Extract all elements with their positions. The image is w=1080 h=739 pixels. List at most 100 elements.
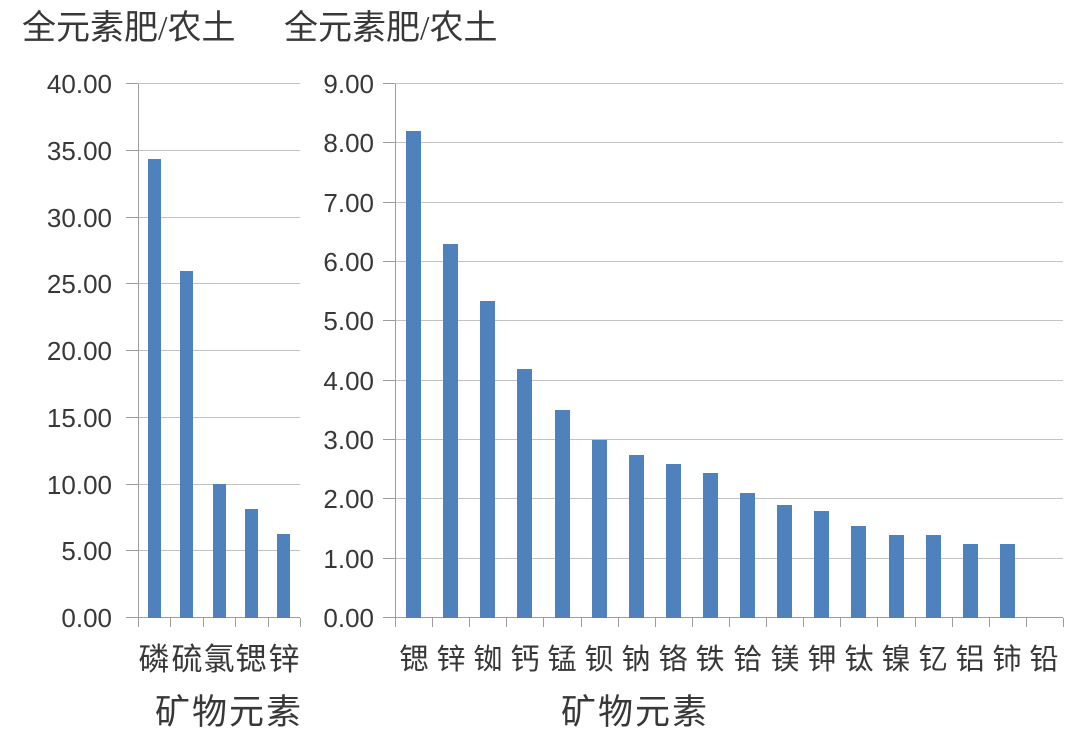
bar-锶 [406, 131, 421, 618]
bar-铈 [1000, 544, 1015, 618]
y-axis-tick-label: 8.00 [323, 128, 374, 158]
y-axis-tick [383, 498, 395, 499]
y-axis-tick-label: 3.00 [323, 425, 374, 455]
y-axis-tick [383, 320, 395, 321]
x-axis-tick [543, 618, 544, 627]
y-axis-tick-label: 1.00 [323, 544, 374, 574]
x-axis-tick [506, 618, 507, 627]
chart-title-right: 全元素肥/农土 [284, 10, 498, 47]
gridline [395, 83, 1063, 84]
y-axis-tick-label: 20.00 [46, 336, 112, 366]
x-axis-category-label: 钾 [807, 644, 837, 676]
x-axis-category-label: 锌 [436, 644, 466, 676]
bar-钇 [926, 535, 941, 618]
y-axis-tick-label: 0.00 [61, 603, 112, 633]
y-axis-tick [383, 261, 395, 262]
x-axis-tick [469, 618, 470, 627]
x-axis-category-label: 铈 [992, 644, 1022, 676]
y-axis-tick-label: 0.00 [323, 603, 374, 633]
gridline [138, 283, 300, 284]
bar-钛 [851, 526, 866, 618]
bar-铝 [963, 544, 978, 618]
y-axis-tick [126, 350, 138, 351]
bar-钠 [629, 455, 644, 618]
x-axis-tick [432, 618, 433, 627]
gridline [395, 558, 1063, 559]
x-axis-category-label: 钠 [621, 644, 651, 676]
x-axis-tick [138, 618, 139, 627]
x-axis-category-label: 钇 [918, 644, 948, 676]
x-axis-tick [803, 618, 804, 627]
x-axis-tick [692, 618, 693, 627]
x-axis-title-left: 矿物元素 [154, 693, 303, 732]
gridline [138, 350, 300, 351]
bar-铷 [480, 301, 495, 618]
y-axis-tick [126, 150, 138, 151]
gridline [395, 142, 1063, 143]
bar-氯 [213, 484, 226, 618]
x-axis-category-label: 钛 [844, 644, 874, 676]
y-axis-tick [383, 142, 395, 143]
y-axis-tick [383, 617, 395, 618]
bar-铬 [666, 464, 681, 618]
y-axis-tick-label: 15.00 [46, 403, 112, 433]
gridline [395, 320, 1063, 321]
x-axis-tick [235, 618, 236, 627]
y-axis-tick [383, 380, 395, 381]
y-axis-tick [126, 417, 138, 418]
bar-锌 [277, 534, 290, 618]
bar-镁 [777, 505, 792, 618]
bar-钡 [592, 440, 607, 618]
y-axis-tick-label: 5.00 [61, 536, 112, 566]
y-axis-tick-label: 10.00 [46, 470, 112, 500]
y-axis-tick [126, 550, 138, 551]
y-axis-tick [383, 83, 395, 84]
y-axis-tick [126, 283, 138, 284]
x-axis-category-label: 硫 [171, 642, 203, 677]
y-axis-tick-label: 35.00 [46, 136, 112, 166]
bar-钾 [814, 511, 829, 618]
y-axis-tick [383, 202, 395, 203]
x-axis-tick [395, 618, 396, 627]
bar-锌 [443, 244, 458, 618]
bar-铪 [740, 493, 755, 618]
x-axis-category-label: 铷 [473, 644, 503, 676]
x-axis-tick [766, 618, 767, 627]
x-axis-category-label: 锌 [268, 642, 300, 677]
x-axis-tick [877, 618, 878, 627]
gridline [138, 217, 300, 218]
y-axis-tick-label: 30.00 [46, 203, 112, 233]
x-axis-category-label: 氯 [203, 642, 235, 677]
bar-锶 [245, 509, 258, 618]
x-axis-tick [268, 618, 269, 627]
gridline [395, 439, 1063, 440]
x-axis-tick [655, 618, 656, 627]
bar-磷 [148, 159, 161, 618]
x-axis-category-label: 锰 [547, 644, 577, 676]
y-axis-tick-label: 6.00 [323, 247, 374, 277]
gridline [395, 261, 1063, 262]
y-axis-tick-label: 25.00 [46, 269, 112, 299]
y-axis-tick-label: 2.00 [323, 484, 374, 514]
gridline [395, 498, 1063, 499]
x-axis-category-label: 铅 [1029, 644, 1059, 676]
y-axis-line [138, 84, 139, 618]
gridline [138, 83, 300, 84]
y-axis-tick [126, 617, 138, 618]
y-axis-tick-label: 7.00 [323, 188, 374, 218]
x-axis-tick [203, 618, 204, 627]
bar-锰 [555, 410, 570, 618]
y-axis-tick [126, 484, 138, 485]
x-axis-tick [1063, 618, 1064, 627]
bar-镍 [889, 535, 904, 618]
x-axis-category-label: 钙 [510, 644, 540, 676]
y-axis-tick-label: 40.00 [46, 69, 112, 99]
bar-铁 [703, 473, 718, 618]
y-axis-tick [126, 83, 138, 84]
bar-钙 [517, 369, 532, 618]
x-axis-category-label: 铝 [955, 644, 985, 676]
x-axis-category-label: 铬 [658, 644, 688, 676]
y-axis-tick [126, 217, 138, 218]
x-axis-tick [1026, 618, 1027, 627]
